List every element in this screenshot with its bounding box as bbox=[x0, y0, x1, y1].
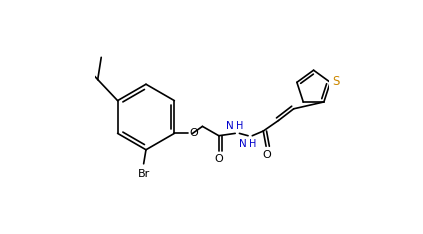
Text: N: N bbox=[226, 121, 234, 131]
Text: S: S bbox=[332, 75, 340, 88]
Text: H: H bbox=[249, 139, 257, 149]
Text: O: O bbox=[263, 150, 272, 160]
Text: Br: Br bbox=[137, 169, 150, 179]
Text: N: N bbox=[239, 139, 247, 149]
Text: O: O bbox=[190, 128, 198, 138]
Text: O: O bbox=[214, 154, 223, 165]
Text: H: H bbox=[236, 121, 244, 131]
